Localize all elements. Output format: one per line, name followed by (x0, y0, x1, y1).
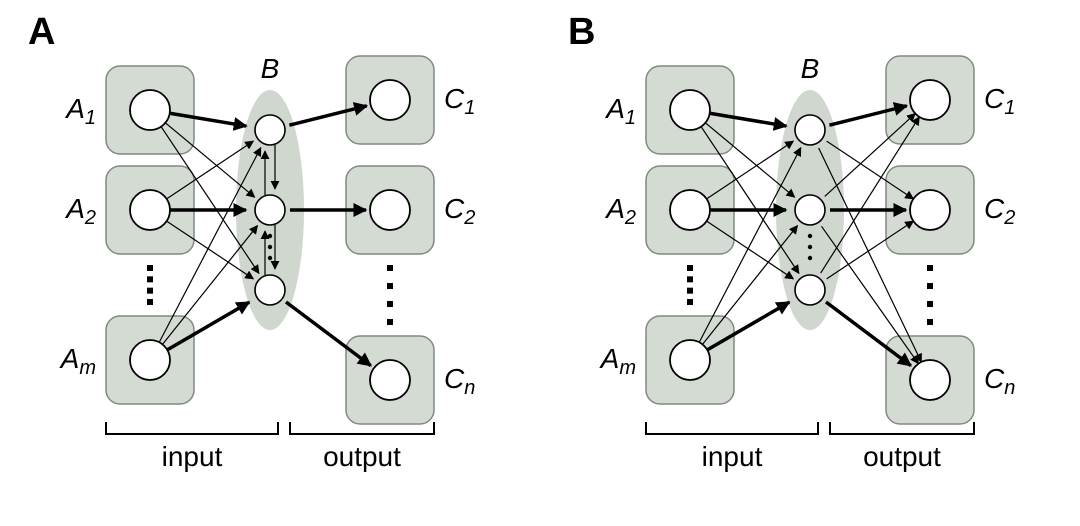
edge-bc (286, 302, 371, 366)
output-node-0 (370, 80, 410, 120)
label-c1: C2 (984, 193, 1015, 229)
label-b: B (261, 53, 280, 84)
output-node-2 (370, 360, 410, 400)
label-output: output (863, 441, 941, 472)
label-a1: A2 (64, 193, 96, 229)
label-a2: Am (599, 343, 636, 379)
output-node-0 (910, 80, 950, 120)
output-node-1 (910, 190, 950, 230)
label-a0: A1 (64, 93, 96, 129)
label-b: B (801, 53, 820, 84)
hidden-node-1 (795, 195, 825, 225)
network-diagram: A A1 A2 Am C1 C2 Cn Binput output B A1 A2 Am C1 C2 Cn Bi… (0, 0, 1080, 526)
label-a1: A2 (604, 193, 636, 229)
panel-B: B A1 A2 Am C1 C2 Cn Binput output (568, 11, 1015, 472)
label-c0: C1 (984, 83, 1015, 119)
hidden-node-2 (795, 275, 825, 305)
output-node-1 (370, 190, 410, 230)
label-a2: Am (59, 343, 96, 379)
hidden-node-0 (255, 115, 285, 145)
label-input: input (702, 441, 763, 472)
hidden-node-1 (255, 195, 285, 225)
vdots-a (687, 265, 693, 305)
label-c0: C1 (444, 83, 475, 119)
label-c1: C2 (444, 193, 475, 229)
vdots-c (927, 265, 933, 325)
input-node-1 (670, 190, 710, 230)
bracket-input (106, 422, 278, 434)
panel-label: B (568, 11, 595, 53)
hidden-node-0 (795, 115, 825, 145)
input-node-2 (670, 340, 710, 380)
label-c2: Cn (984, 363, 1015, 399)
input-node-0 (670, 90, 710, 130)
input-node-1 (130, 190, 170, 230)
vdots-c (387, 265, 393, 325)
panel-label: A (28, 11, 55, 53)
vdots-a (147, 265, 153, 305)
label-a0: A1 (604, 93, 636, 129)
input-node-2 (130, 340, 170, 380)
label-input: input (162, 441, 223, 472)
hidden-node-2 (255, 275, 285, 305)
output-node-2 (910, 360, 950, 400)
input-node-0 (130, 90, 170, 130)
label-output: output (323, 441, 401, 472)
bracket-input (646, 422, 818, 434)
panel-A: A A1 A2 Am C1 C2 Cn Binput output (28, 11, 475, 472)
label-c2: Cn (444, 363, 475, 399)
